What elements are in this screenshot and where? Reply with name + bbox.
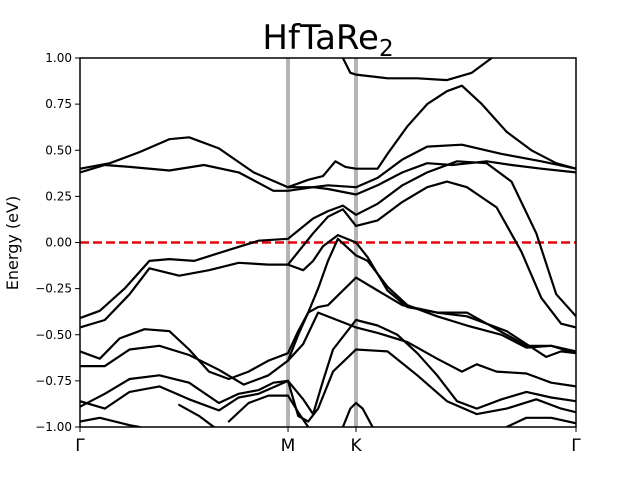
y-tick-label-5: −0.25 <box>35 282 72 296</box>
band-line-7 <box>286 237 576 362</box>
y-axis-ticks: 1.00 0.75 0.50 0.25 0.00 −0.25 −0.50 −0.75 −1.00 <box>35 51 80 434</box>
y-tick-label-2: 0.50 <box>45 143 72 157</box>
band-line-1 <box>80 160 576 196</box>
x-tick-label-2: K <box>350 436 362 456</box>
y-tick-label-1: 0.75 <box>45 97 72 111</box>
y-tick-label-4: 0.00 <box>45 236 72 250</box>
x-tick-label-0: Γ <box>75 436 85 456</box>
band-line-0 <box>80 136 576 189</box>
band-line-4 <box>80 160 576 320</box>
y-axis-label: Energy (eV) <box>3 196 22 290</box>
band-line-3 <box>341 58 493 82</box>
band-line-8 <box>80 276 576 381</box>
band-line-2 <box>286 84 576 189</box>
x-tick-label-3: Γ <box>571 436 581 456</box>
y-tick-label-3: 0.25 <box>45 189 72 203</box>
band-line-5 <box>80 180 576 329</box>
band-line-11 <box>80 348 576 423</box>
y-tick-label-0: 1.00 <box>45 51 72 65</box>
band-line-10 <box>80 318 576 416</box>
y-tick-label-6: −0.50 <box>35 328 72 342</box>
band-line-6 <box>286 234 576 358</box>
y-tick-label-7: −0.75 <box>35 374 72 388</box>
y-tick-label-8: −1.00 <box>35 420 72 434</box>
band-line-9 <box>80 311 576 388</box>
chart-title: HfTaRe2 <box>262 18 393 62</box>
chart-title-subscript: 2 <box>379 36 394 62</box>
band-line-13 <box>178 403 215 427</box>
band-lines <box>80 58 576 427</box>
x-tick-label-1: M <box>281 436 296 456</box>
band-line-15 <box>341 401 374 427</box>
chart-title-main: HfTaRe <box>262 18 379 58</box>
band-line-14 <box>227 394 310 427</box>
band-line-12 <box>80 416 141 427</box>
band-line-16 <box>505 416 576 427</box>
